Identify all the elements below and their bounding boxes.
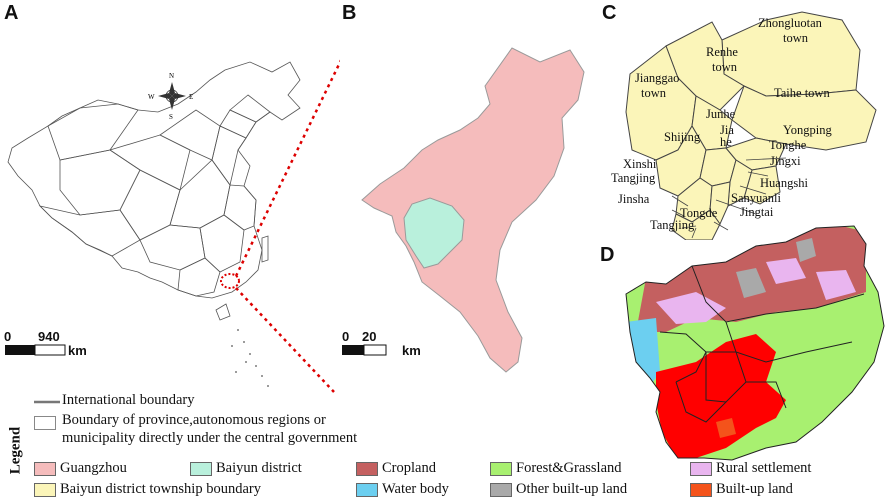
legend-label: Other built-up land [516, 481, 628, 497]
town-label-tonghe: Tonghe [769, 138, 807, 152]
scale-b-unit: km [402, 343, 421, 358]
legend-title: Legend [7, 426, 24, 475]
scale-b-zero: 0 [342, 329, 350, 344]
compass-e: E [189, 93, 193, 101]
town-label-zhongluotan: Zhongluotan [758, 16, 822, 30]
town-label-tongde: Tongde [680, 206, 718, 220]
legend-swatch [190, 462, 212, 476]
land-use-map [625, 225, 885, 461]
town-label-xinshi: Xinshi [623, 157, 657, 171]
town-label-jianggao: Jianggao [635, 71, 680, 85]
international-boundary-symbol [34, 400, 60, 404]
baiyun-region [403, 197, 465, 269]
legend-swatch [34, 462, 56, 476]
scale-a-unit: km [68, 343, 87, 358]
panel-label-b: B [342, 2, 357, 24]
legend-swatch [690, 462, 712, 476]
town-label-taihe: Taihe town [774, 86, 830, 100]
town-label-jiahe-2: he [720, 135, 732, 149]
scale-a-max: 940 [38, 329, 60, 344]
panel-label-d: D [600, 244, 615, 266]
compass-rose-icon [158, 82, 186, 110]
town-label-yongping: Yongping [783, 123, 832, 137]
legend-international-boundary: International boundary [62, 392, 195, 408]
panel-label-a: A [4, 2, 19, 24]
compass-n: N [169, 72, 174, 80]
guangzhou-marker [220, 273, 240, 289]
huangshi-area [709, 181, 731, 226]
township-map [625, 11, 877, 240]
town-label-shijing: Shijing [664, 130, 701, 144]
legend-label: Forest&Grassland [516, 460, 622, 476]
china-map: N S E W [5, 59, 340, 393]
guangzhou-region [361, 47, 585, 373]
sanyuanli-area [671, 209, 721, 240]
legend-swatch [356, 483, 378, 497]
legend-swatch [356, 462, 378, 476]
town-label-huangshi: Huangshi [760, 176, 808, 190]
town-label-jinsha: Jinsha [618, 192, 650, 206]
town-label-jingtai: Jingtai [740, 205, 774, 219]
legend-swatch [34, 483, 56, 497]
town-label-jingxi: Jingxi [770, 154, 801, 168]
legend-label: Baiyun district [216, 460, 302, 476]
legend-label: Water body [382, 481, 449, 497]
legend-swatch [490, 462, 512, 476]
town-label-jiahe: Jia [720, 123, 734, 137]
compass-s: S [169, 113, 173, 121]
legend-label: Baiyun district township boundary [60, 481, 261, 497]
scale-a-zero: 0 [4, 329, 12, 344]
legend-swatch [690, 483, 712, 497]
town-label-renhe-2: town [712, 60, 737, 74]
town-label-sanyuanli: Sanyuanli [731, 191, 781, 205]
scale-b-max: 20 [362, 329, 377, 344]
legend-province-boundary-1: Boundary of province,autonomous regions … [62, 412, 326, 428]
taihe-area [731, 85, 877, 151]
legend-label: Rural settlement [716, 460, 812, 476]
province-boundary-swatch [34, 416, 56, 430]
legend-province-boundary-2: municipality directly under the central … [62, 430, 358, 446]
town-label-jianggao-2: town [641, 86, 666, 100]
town-label-tangjing-1: Tangjing [611, 171, 656, 185]
town-label-tangjing-2: Tangjing [650, 218, 695, 232]
legend-label: Guangzhou [60, 460, 127, 476]
panel-label-c: C [602, 2, 617, 24]
legend-swatch [490, 483, 512, 497]
guangzhou-map [342, 47, 585, 373]
legend-label: Cropland [382, 460, 436, 476]
town-label-renhe: Renhe [706, 45, 738, 59]
town-label-zhongluotan-2: town [783, 31, 808, 45]
legend-label: Built-up land [716, 481, 793, 497]
compass-w: W [148, 93, 155, 101]
town-label-junhe: Junhe [706, 107, 736, 121]
